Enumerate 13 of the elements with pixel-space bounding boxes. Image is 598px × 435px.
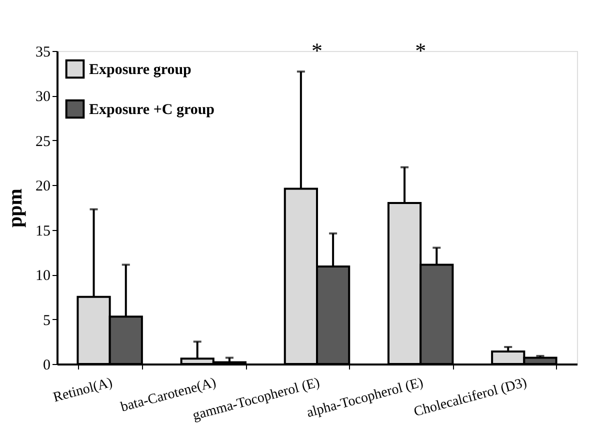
y-tick-label: 0 xyxy=(43,358,50,374)
y-tick-label: 20 xyxy=(36,178,50,195)
annotation: * xyxy=(415,38,426,63)
y-tick-label: 10 xyxy=(36,268,50,284)
y-tick-label: 35 xyxy=(36,44,50,60)
y-tick-label: 15 xyxy=(36,223,50,240)
annotation: * xyxy=(312,38,322,63)
y-tick-label: 25 xyxy=(36,134,50,150)
legend-label: Exposure group xyxy=(89,62,192,78)
legend-label: Exposure +C group xyxy=(89,102,215,118)
y-tick-label: 5 xyxy=(43,312,50,329)
y-axis-title: ppm xyxy=(4,188,26,228)
y-tick-label: 30 xyxy=(36,89,50,106)
